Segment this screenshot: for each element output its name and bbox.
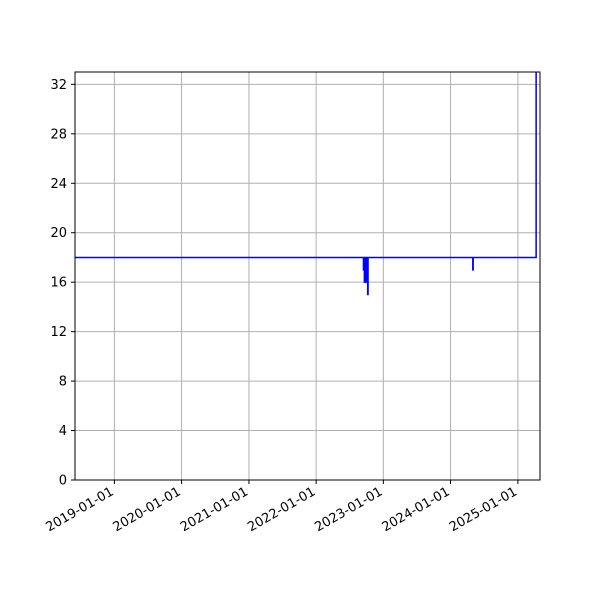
y-tick-label: 12 <box>50 325 67 340</box>
y-tick-label: 16 <box>50 276 67 291</box>
plot-frame <box>74 71 541 481</box>
series-line-1 <box>75 72 537 296</box>
y-tick-label: 0 <box>59 474 67 489</box>
y-tick-label: 8 <box>59 375 67 390</box>
y-tick-label: 32 <box>50 78 67 93</box>
y-tick-label: 28 <box>50 127 67 142</box>
y-tick-label: 4 <box>59 424 67 439</box>
series-layer <box>75 72 537 296</box>
y-tick-label: 20 <box>50 226 67 241</box>
y-tick-label: 24 <box>50 177 67 192</box>
axes <box>71 71 541 484</box>
